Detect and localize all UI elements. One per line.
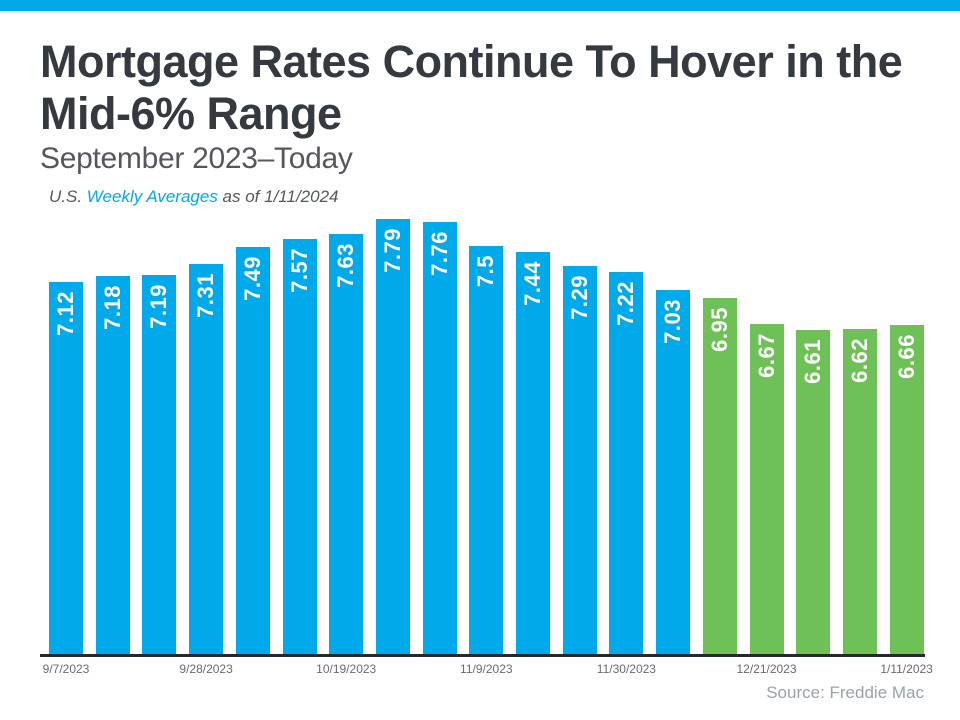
bar-value-label: 6.61 — [800, 339, 826, 384]
bar-value-label: 7.22 — [613, 281, 639, 326]
page-title: Mortgage Rates Continue To Hover in the … — [40, 36, 930, 140]
page-subtitle: September 2023–Today — [40, 142, 353, 175]
x-tick-label: 11/30/2023 — [596, 662, 656, 676]
chart-note: U.S. Weekly Averages as of 1/11/2024 — [49, 187, 339, 207]
bar: 7.19 — [142, 275, 177, 654]
top-banner-bar — [0, 0, 960, 11]
x-tick-label: 9/28/2023 — [179, 662, 233, 676]
bar: 7.63 — [329, 234, 364, 654]
x-tick-label: 1/11/2023 — [880, 662, 933, 676]
bar: 7.49 — [235, 247, 270, 654]
bar-value-label: 7.57 — [286, 248, 312, 293]
bar-value-label: 7.03 — [660, 299, 686, 344]
bar-value-label: 7.19 — [146, 284, 172, 329]
bar: 6.66 — [889, 325, 924, 654]
x-tick-label: 11/9/2023 — [460, 662, 513, 676]
bar-value-label: 6.62 — [846, 338, 872, 383]
bar: 7.12 — [49, 282, 83, 654]
bar-value-label: 7.12 — [53, 291, 78, 336]
page-title-line2: Mid-6% Range — [40, 88, 342, 139]
bar-value-label: 7.31 — [193, 273, 219, 318]
bar: 7.29 — [562, 266, 597, 654]
bar-value-label: 7.63 — [333, 243, 359, 288]
bar-value-label: 7.49 — [239, 256, 265, 301]
bar-value-label: 7.79 — [379, 228, 405, 273]
bar: 7.57 — [282, 239, 317, 654]
bar-value-label: 6.66 — [893, 334, 919, 379]
bar: 6.61 — [796, 330, 831, 654]
weekly-averages-link[interactable]: Weekly Averages — [86, 187, 218, 206]
bar-value-label: 7.44 — [520, 261, 545, 306]
bar-value-label: 7.5 — [473, 255, 499, 288]
bar: 7.22 — [609, 272, 644, 654]
bar: 6.67 — [749, 324, 784, 654]
note-prefix: U.S. — [49, 187, 87, 206]
bar: 7.79 — [375, 219, 410, 654]
bar: 7.03 — [656, 290, 691, 654]
bar: 7.44 — [516, 252, 550, 654]
x-tick-label: 10/19/2023 — [316, 662, 377, 676]
bar: 6.62 — [842, 329, 877, 654]
source-credit: Source: Freddie Mac — [766, 683, 924, 702]
bar: 7.18 — [95, 276, 130, 654]
bar: 7.76 — [422, 222, 457, 654]
x-tick-label: 9/7/2023 — [42, 662, 90, 676]
bar-value-label: 7.18 — [99, 285, 125, 330]
bar-value-label: 6.95 — [706, 307, 732, 352]
bar: 7.5 — [469, 246, 504, 654]
x-tick-label: 12/21/2023 — [736, 662, 797, 676]
page-title-line1: Mortgage Rates Continue To Hover in the — [40, 36, 903, 87]
bar-value-label: 7.29 — [566, 275, 592, 320]
note-suffix: as of 1/11/2024 — [217, 187, 339, 206]
x-axis-tick-labels: 9/7/2023 9/28/2023 10/19/2023 11/9/2023 11/3… — [40, 662, 933, 678]
bar-value-label: 6.67 — [753, 333, 779, 378]
bar-chart: 7.12 7.18 7.19 7.31 7.49 7.57 7.63 7.79 7.76 7.5 7… — [40, 210, 925, 657]
bar: 6.95 — [702, 298, 737, 654]
bar-value-label: 7.76 — [426, 231, 452, 276]
bar: 7.31 — [189, 264, 224, 654]
